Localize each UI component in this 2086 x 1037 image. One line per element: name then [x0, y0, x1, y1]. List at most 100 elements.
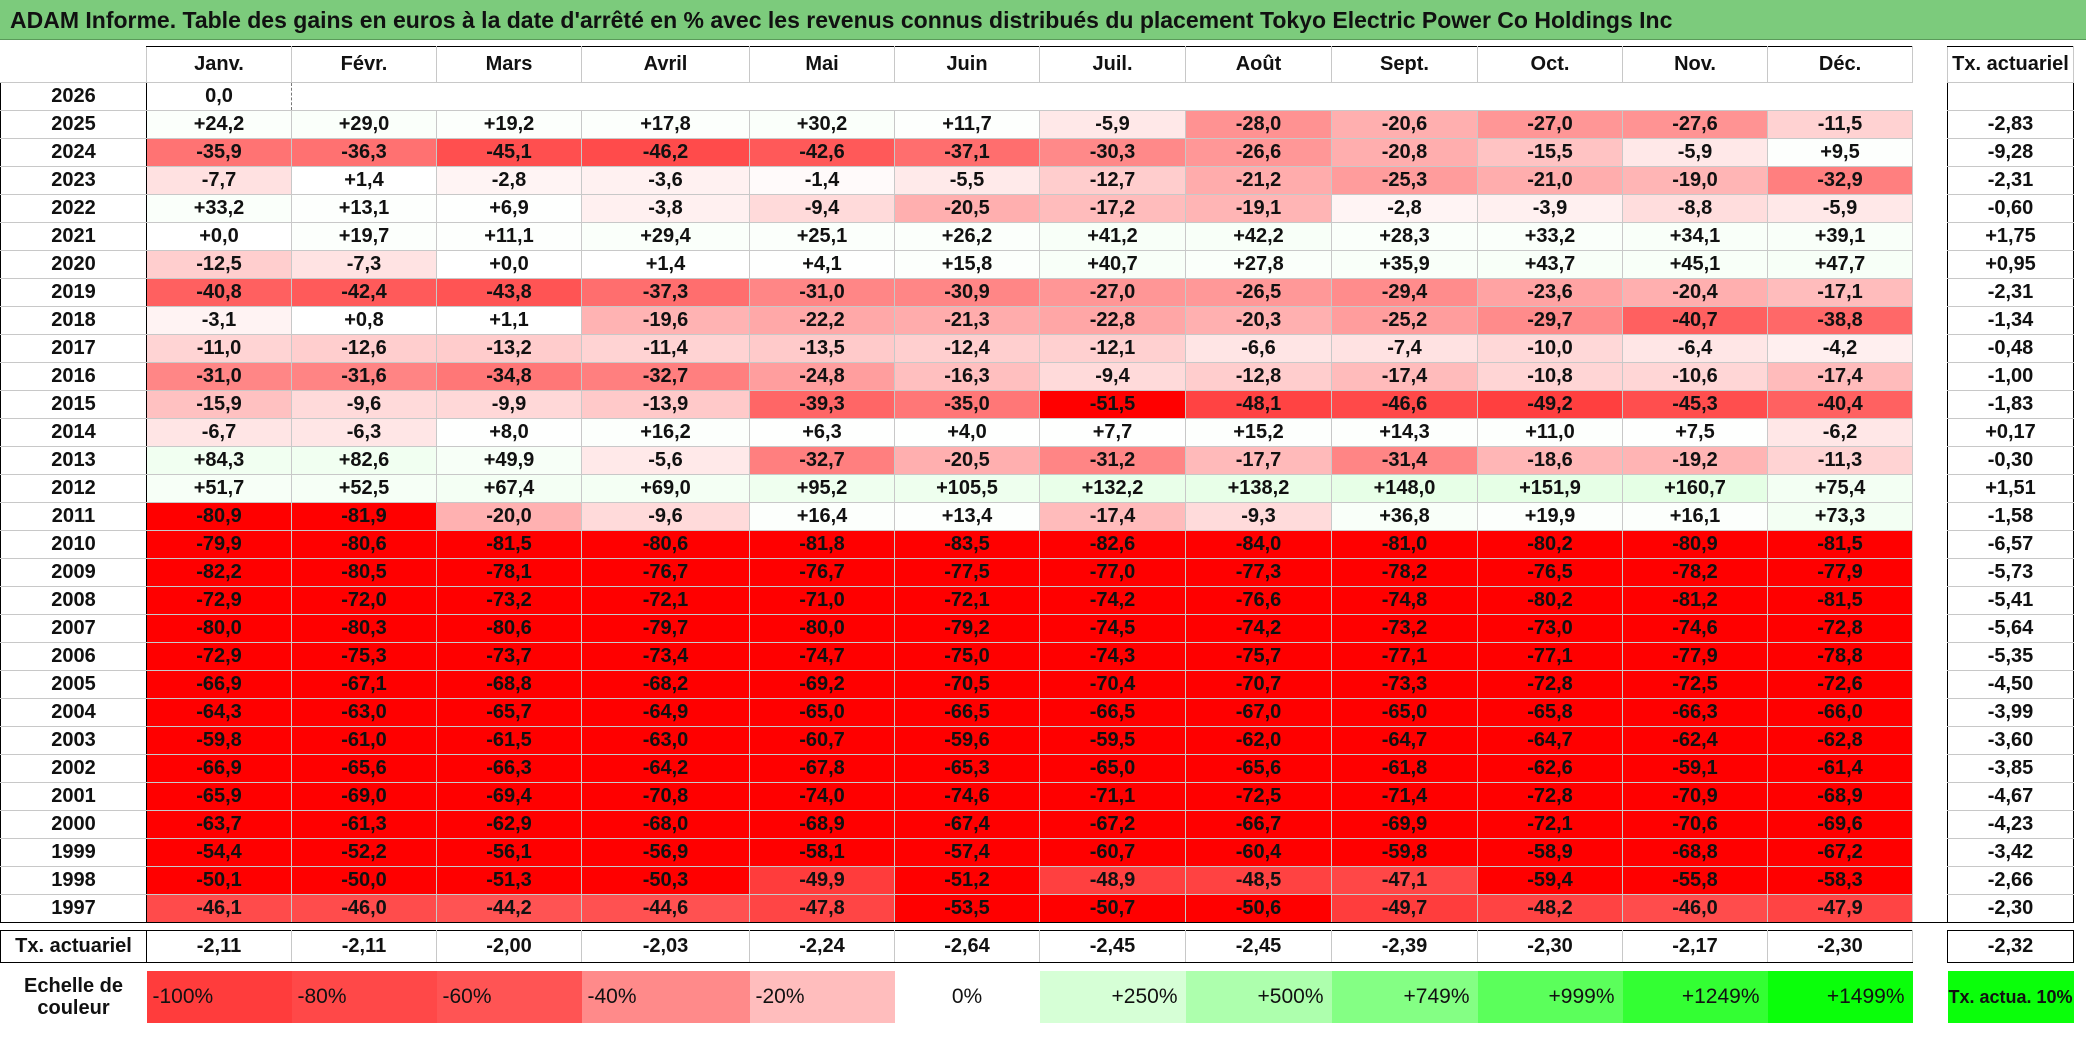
actuarial-cell	[1947, 82, 2074, 111]
table-row: 2018 -3,1 +0,8 +1,1 -19,6 -22,2 -21,3 -22,8 -20,…	[0, 306, 2074, 335]
month-header: Févr.	[291, 46, 437, 83]
value-cell: -20,4	[1622, 278, 1768, 307]
table-row: 2008 -72,9 -72,0 -73,2 -72,1 -71,0 -72,1 -74,2-…	[0, 586, 2074, 615]
value-cell: -72,1	[1477, 810, 1623, 839]
table-row: 2007 -80,0 -80,3 -80,6 -79,7 -80,0 -79,2 -74,5-…	[0, 614, 2074, 643]
value-cell: -67,0	[1185, 698, 1332, 727]
spacer	[1912, 782, 1948, 811]
table-row: 2025 +24,2 +29,0 +19,2 +17,8 +30,2 +11,7 -5,9 -2…	[0, 110, 2074, 139]
year-cell: 2000	[0, 810, 147, 839]
color-scale-swatch: +999%	[1477, 970, 1623, 1023]
value-cell: -60,4	[1185, 838, 1332, 867]
value-cell: -50,1	[146, 866, 292, 895]
value-cell: +29,0	[291, 110, 437, 139]
month-header: Sept.	[1331, 46, 1478, 83]
separator-cell	[147, 963, 292, 971]
value-cell: -80,2	[1477, 530, 1623, 559]
value-cell: -5,9	[1767, 194, 1913, 223]
value-cell: -48,5	[1185, 866, 1332, 895]
value-cell: -3,9	[1477, 194, 1623, 223]
value-cell: -7,7	[146, 166, 292, 195]
value-cell: -72,5	[1185, 782, 1332, 811]
spacer	[1912, 586, 1948, 615]
separator-cell	[292, 923, 437, 931]
actuarial-cell: -3,99	[1947, 698, 2074, 727]
separator-cell	[1332, 963, 1478, 971]
value-cell: +14,3	[1331, 418, 1478, 447]
value-cell: -59,5	[1039, 726, 1186, 755]
value-cell: -80,9	[1622, 530, 1768, 559]
value-cell: -19,0	[1622, 166, 1768, 195]
value-cell: -59,6	[894, 726, 1040, 755]
actuarial-cell: -4,50	[1947, 670, 2074, 699]
value-cell: +49,9	[436, 446, 582, 475]
table-row: 2010 -79,9 -80,6 -81,5 -80,6 -81,8 -83,5 -82,6-…	[0, 530, 2074, 559]
month-header: Mai	[749, 46, 895, 83]
value-cell: +148,0	[1331, 474, 1478, 503]
value-cell: -51,2	[894, 866, 1040, 895]
value-cell: -72,1	[581, 586, 750, 615]
corner-cell	[1, 47, 147, 83]
spacer	[1912, 138, 1948, 167]
value-cell: +11,0	[1477, 418, 1623, 447]
value-cell: -32,7	[749, 446, 895, 475]
year-cell: 2013	[0, 446, 147, 475]
separator-cell	[1948, 923, 2074, 931]
year-cell: 2007	[0, 614, 147, 643]
value-cell: -67,4	[894, 810, 1040, 839]
actuarial-cell: -2,30	[1947, 894, 2074, 923]
value-cell: -2,8	[1331, 194, 1478, 223]
value-cell: -17,4	[1331, 362, 1478, 391]
actuarial-cell: -3,60	[1947, 726, 2074, 755]
separator-cell	[147, 923, 292, 931]
separator-cell	[1768, 923, 1913, 931]
value-cell: -70,6	[1622, 810, 1768, 839]
value-cell: +16,2	[581, 418, 750, 447]
spacer	[1912, 558, 1948, 587]
color-scale-swatch: +1249%	[1622, 970, 1768, 1023]
report-title: ADAM Informe. Table des gains en euros à…	[0, 0, 2086, 40]
value-cell: -46,0	[1622, 894, 1768, 923]
actuarial-cell: +1,75	[1947, 222, 2074, 251]
spacer	[1912, 418, 1948, 447]
value-cell: +75,4	[1767, 474, 1913, 503]
month-header: Oct.	[1477, 46, 1623, 83]
value-cell: -59,1	[1622, 754, 1768, 783]
value-cell: -64,7	[1331, 726, 1478, 755]
value-cell: +41,2	[1039, 222, 1186, 251]
actuarial-scale-swatch: Tx. actua. 10%	[1947, 970, 2074, 1023]
value-cell: -79,9	[146, 530, 292, 559]
value-cell	[1622, 82, 1768, 111]
table-row: 1999 -54,4 -52,2 -56,1 -56,9 -58,1 -57,4 -60,7-…	[0, 838, 2074, 867]
value-cell: -81,8	[749, 530, 895, 559]
actuarial-cell: -0,30	[1947, 446, 2074, 475]
value-cell: -73,7	[436, 642, 582, 671]
value-cell: +45,1	[1622, 250, 1768, 279]
value-cell: -10,0	[1477, 334, 1623, 363]
value-cell: +9,5	[1767, 138, 1913, 167]
value-cell: -11,3	[1767, 446, 1913, 475]
value-cell: -19,1	[1185, 194, 1332, 223]
table-row: 2023 -7,7 +1,4 -2,8 -3,6 -1,4 -5,5 -12,7 -21,2 -2…	[0, 166, 2074, 195]
year-cell: 2004	[0, 698, 147, 727]
value-cell: -76,7	[581, 558, 750, 587]
value-cell: +15,2	[1185, 418, 1332, 447]
value-cell: -72,9	[146, 642, 292, 671]
spacer	[1912, 698, 1948, 727]
value-cell: +52,5	[291, 474, 437, 503]
value-cell: -83,5	[894, 530, 1040, 559]
separator-cell	[1186, 923, 1332, 931]
actuarial-cell: -2,31	[1947, 166, 2074, 195]
year-cell: 2024	[0, 138, 147, 167]
value-cell: -2,8	[436, 166, 582, 195]
table-row: 2004 -64,3 -63,0 -65,7 -64,9 -65,0 -66,5 -66,5-…	[0, 698, 2074, 727]
value-cell: -64,2	[581, 754, 750, 783]
table-row: 2021 +0,0 +19,7 +11,1 +29,4 +25,1 +26,2 +41,2 +4…	[0, 222, 2074, 251]
value-cell: -72,8	[1477, 670, 1623, 699]
separator-cell	[1913, 963, 1948, 971]
value-cell: +51,7	[146, 474, 292, 503]
value-cell: -30,3	[1039, 138, 1186, 167]
value-cell: -10,6	[1622, 362, 1768, 391]
actuarial-cell: -4,67	[1947, 782, 2074, 811]
value-cell: -74,3	[1039, 642, 1186, 671]
